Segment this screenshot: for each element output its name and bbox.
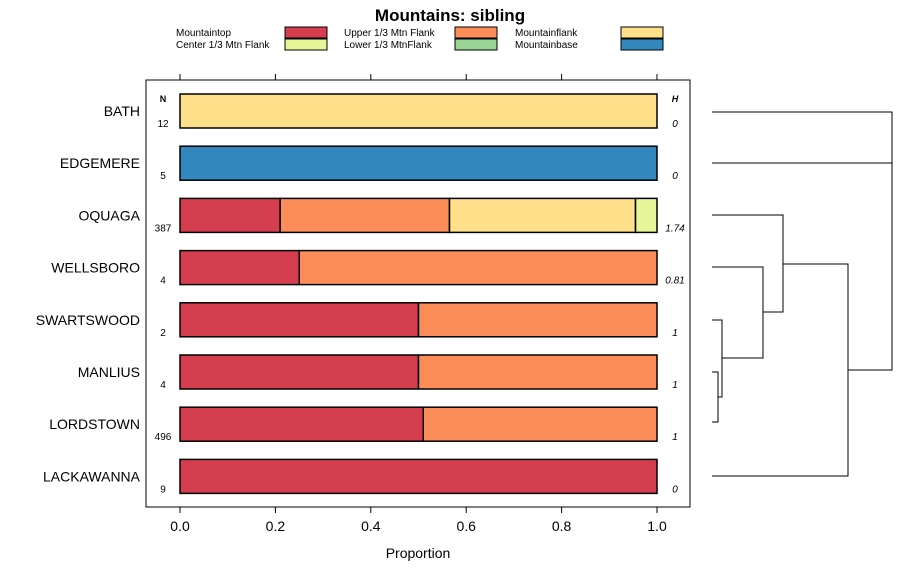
- h-value: 1: [672, 432, 678, 443]
- bar-segment: [634, 197, 658, 234]
- x-tick-label: 1.0: [647, 518, 667, 534]
- bar-segment: [179, 302, 420, 338]
- dendrogram-branch: [848, 137, 893, 371]
- n-header: N: [160, 94, 167, 104]
- category-label: MANLIUS: [78, 364, 140, 380]
- dendrogram-branch: [712, 319, 723, 398]
- bar-segment: [179, 406, 425, 442]
- legend-label: Lower 1/3 MtnFlank: [344, 40, 433, 51]
- plot-frame: [145, 79, 691, 508]
- x-tick-label: 0.2: [266, 518, 286, 534]
- dendrogram-branch: [712, 371, 719, 423]
- bar-segment: [179, 458, 658, 495]
- legend-swatch: [284, 38, 328, 51]
- x-tick-label: 0.4: [361, 518, 381, 534]
- bar-segment: [179, 354, 420, 390]
- chart-title: Mountains: sibling: [375, 6, 525, 25]
- legend-label: Mountainbase: [515, 40, 578, 51]
- dendrogram: [712, 111, 893, 477]
- bar-segment: [179, 145, 658, 181]
- legend: Mountaintop Upper 1/3 Mtn Flank Mountainfl…: [176, 26, 664, 51]
- bar-segment: [448, 197, 637, 234]
- legend-swatch: [620, 26, 664, 39]
- bar-segment: [279, 197, 451, 234]
- n-value: 2: [160, 328, 166, 339]
- n-value: 4: [160, 276, 166, 287]
- x-axis: 0.0 0.2 0.4 0.6 0.8 1.0: [170, 74, 667, 534]
- bar-segment: [179, 249, 300, 286]
- h-value: 1: [672, 328, 678, 339]
- legend-label: Mountainflank: [515, 28, 578, 39]
- x-tick-label: 0.6: [456, 518, 476, 534]
- n-value: 9: [160, 484, 166, 495]
- category-label: LORDSTOWN: [49, 416, 140, 432]
- bars: [179, 93, 658, 495]
- dendrogram-branch: [712, 111, 893, 164]
- h-value: 0: [672, 119, 678, 130]
- bar-segment: [422, 406, 658, 442]
- h-value: 0: [672, 171, 678, 182]
- x-axis-label: Proportion: [386, 545, 451, 561]
- category-label: OQUAGA: [79, 207, 141, 223]
- h-value: 1: [672, 380, 678, 391]
- n-value: 5: [160, 171, 166, 182]
- legend-swatch: [284, 26, 328, 39]
- legend-swatch: [454, 26, 498, 39]
- legend-swatch: [620, 38, 664, 51]
- h-header: H: [672, 94, 679, 104]
- h-value: 0.81: [665, 276, 684, 287]
- legend-label: Upper 1/3 Mtn Flank: [344, 28, 436, 39]
- bar-segment: [417, 354, 658, 390]
- n-value: 4: [160, 380, 166, 391]
- dendrogram-branch: [712, 214, 784, 313]
- bar-segment: [179, 93, 658, 129]
- category-label: BATH: [104, 103, 140, 119]
- category-label: LACKAWANNA: [43, 468, 141, 484]
- category-label: WELLSBORO: [51, 260, 140, 276]
- legend-label: Mountaintop: [176, 28, 231, 39]
- legend-label: Center 1/3 Mtn Flank: [176, 40, 270, 51]
- bar-segment: [298, 249, 658, 286]
- n-value: 496: [155, 432, 172, 443]
- n-value: 12: [157, 119, 169, 130]
- h-value: 1.74: [665, 223, 685, 234]
- dendrogram-branch: [712, 266, 764, 359]
- x-tick-label: 0.0: [170, 518, 190, 534]
- legend-swatch: [454, 38, 498, 51]
- category-label: EDGEMERE: [60, 155, 140, 171]
- x-tick-label: 0.8: [552, 518, 572, 534]
- bar-segment: [179, 197, 281, 234]
- category-label: SWARTSWOOD: [36, 312, 140, 328]
- dendrogram-branch: [712, 263, 849, 477]
- h-value: 0: [672, 484, 678, 495]
- n-value: 387: [155, 223, 172, 234]
- bar-segment: [417, 302, 658, 338]
